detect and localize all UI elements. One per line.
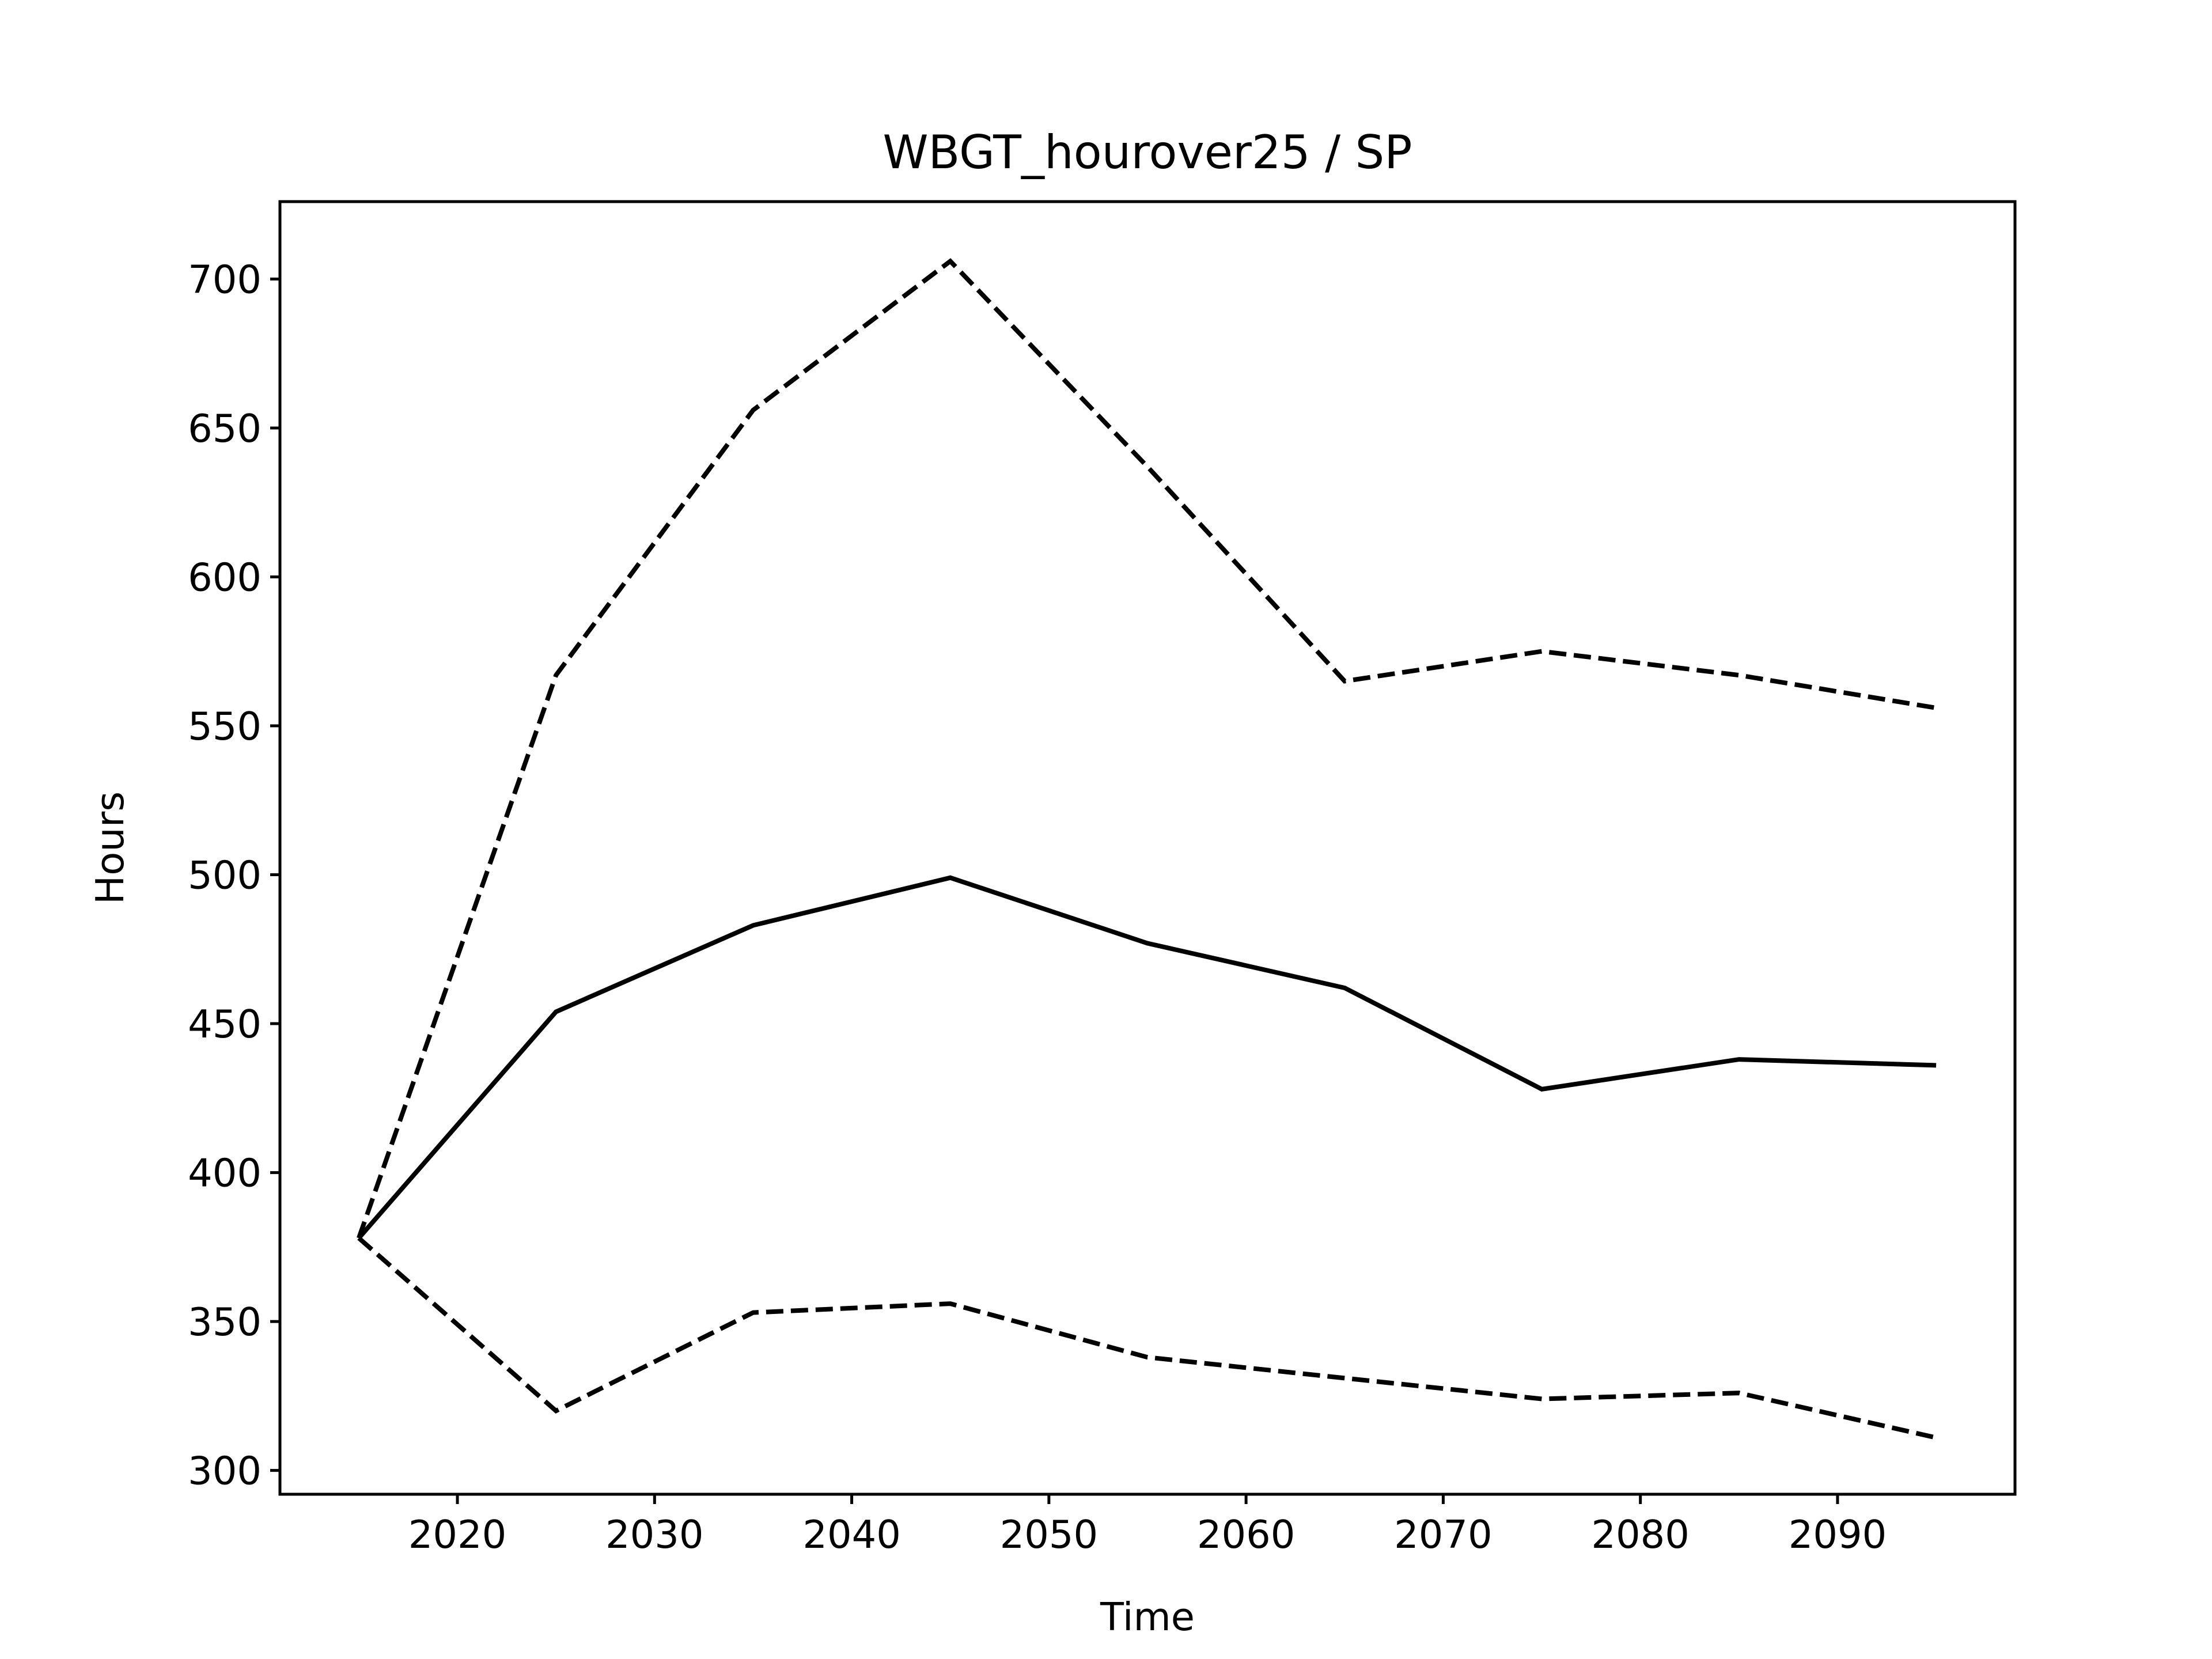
y-tick-label: 600 — [188, 555, 262, 600]
x-tick-label: 2050 — [1000, 1512, 1099, 1557]
x-tick-label: 2070 — [1394, 1512, 1493, 1557]
y-tick-label: 350 — [188, 1300, 262, 1344]
series-layer — [357, 258, 1937, 1440]
x-tick-label: 2030 — [605, 1512, 704, 1557]
x-axis: 2020 2030 2040 2050 2060 2070 2080 2090 — [408, 1494, 1887, 1557]
x-tick-label: 2060 — [1197, 1512, 1296, 1557]
y-axis-label: Hours — [88, 791, 132, 904]
y-tick-label: 450 — [188, 1002, 262, 1047]
axes-frame — [278, 200, 2017, 1496]
chart-title: WBGT_hourover25 / SP — [882, 126, 1412, 179]
series-line-1 — [357, 875, 1937, 1240]
y-axis: 300 350 400 450 500 550 600 650 700 — [188, 257, 280, 1494]
y-tick-label: 550 — [188, 704, 262, 749]
y-tick-label: 400 — [188, 1151, 262, 1196]
x-tick-label: 2040 — [802, 1512, 901, 1557]
series-line-3 — [357, 1236, 1937, 1440]
x-tick-label: 2020 — [408, 1512, 507, 1557]
y-tick-label: 650 — [188, 406, 262, 451]
x-axis-label: Time — [1100, 1594, 1195, 1639]
y-tick-label: 700 — [188, 257, 262, 302]
series-line-2 — [357, 258, 1937, 1239]
y-tick-label: 500 — [188, 853, 262, 898]
x-tick-label: 2090 — [1789, 1512, 1887, 1557]
x-tick-label: 2080 — [1591, 1512, 1690, 1557]
y-tick-label: 300 — [188, 1449, 262, 1494]
